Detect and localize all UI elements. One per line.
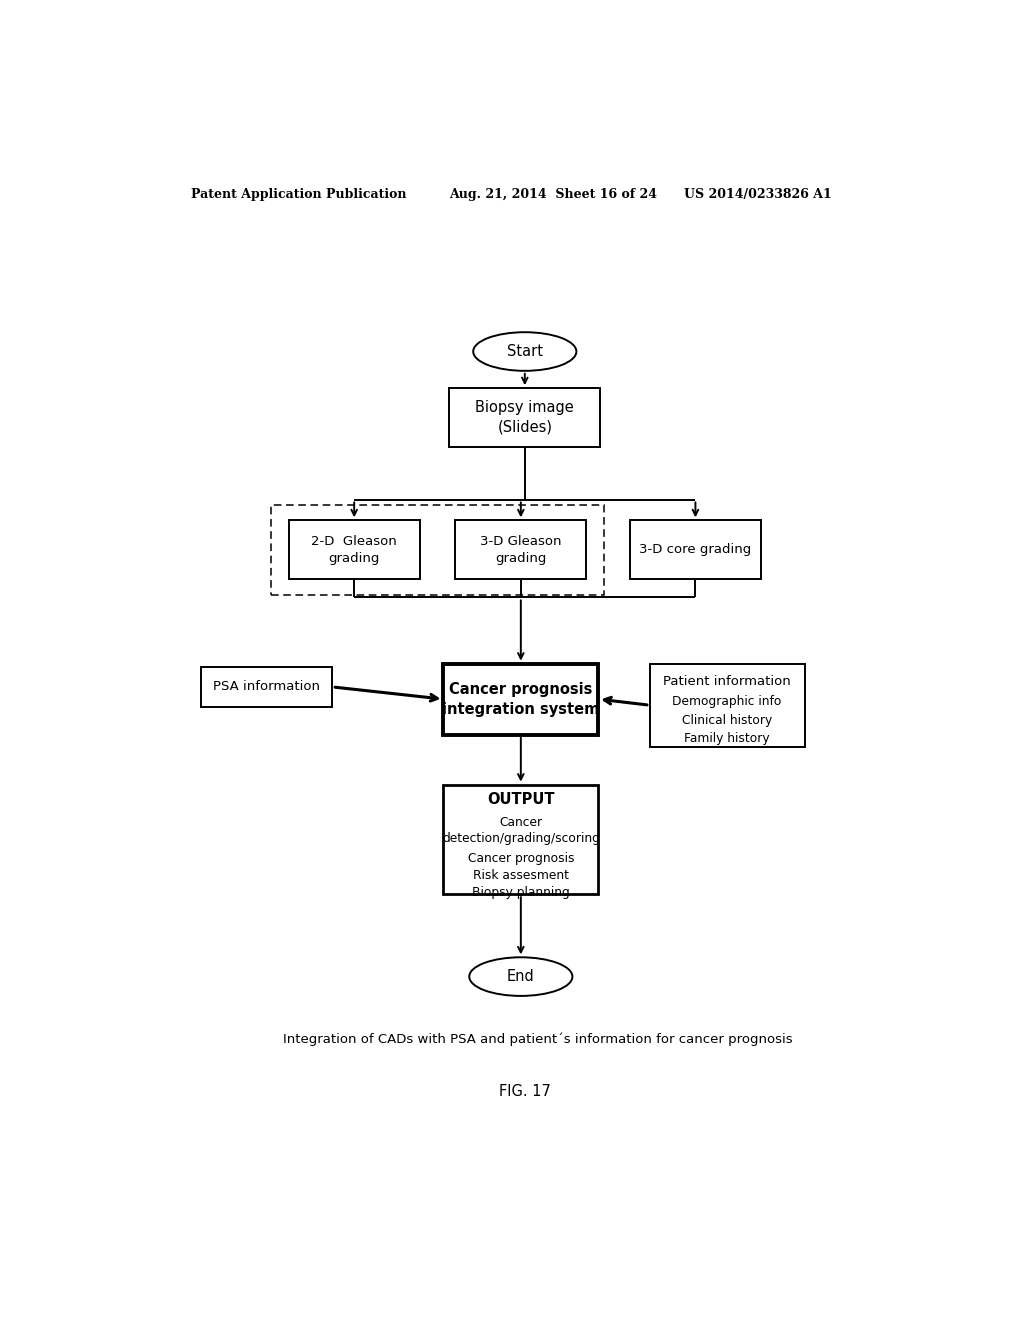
Bar [456,520,587,579]
Text: 3-D core grading: 3-D core grading [639,544,752,556]
Text: Patent Application Publication: Patent Application Publication [191,189,407,202]
Text: Biopsy image
(Slides): Biopsy image (Slides) [475,400,574,436]
Text: Biopsy planning: Biopsy planning [472,886,569,899]
Text: Cancer: Cancer [500,817,543,829]
Text: US 2014/0233826 A1: US 2014/0233826 A1 [684,189,831,202]
Text: 2-D  Gleason
grading: 2-D Gleason grading [311,535,397,565]
Text: 3-D Gleason
grading: 3-D Gleason grading [480,535,561,565]
Bar [443,664,598,735]
Text: Cancer prognosis
integration system: Cancer prognosis integration system [442,681,599,717]
Text: Cancer prognosis: Cancer prognosis [468,851,574,865]
Text: Family history: Family history [684,733,770,744]
Text: FIG. 17: FIG. 17 [499,1084,551,1100]
Text: Demographic info: Demographic info [673,694,782,708]
Text: PSA information: PSA information [213,680,321,693]
Text: End: End [507,969,535,985]
Bar [443,784,598,894]
Bar [202,667,333,708]
Text: Patient information: Patient information [664,676,792,689]
Text: Aug. 21, 2014  Sheet 16 of 24: Aug. 21, 2014 Sheet 16 of 24 [450,189,657,202]
Text: Clinical history: Clinical history [682,714,772,727]
Bar [450,388,600,447]
Bar [271,504,604,595]
Text: Risk assesment: Risk assesment [473,869,569,882]
Text: Start: Start [507,345,543,359]
Bar [289,520,420,579]
Text: detection/grading/scoring: detection/grading/scoring [442,832,600,845]
Text: OUTPUT: OUTPUT [487,792,555,808]
Text: Integration of CADs with PSA and patient´s information for cancer prognosis: Integration of CADs with PSA and patient… [283,1032,793,1047]
Bar [630,520,761,579]
Bar [650,664,805,747]
